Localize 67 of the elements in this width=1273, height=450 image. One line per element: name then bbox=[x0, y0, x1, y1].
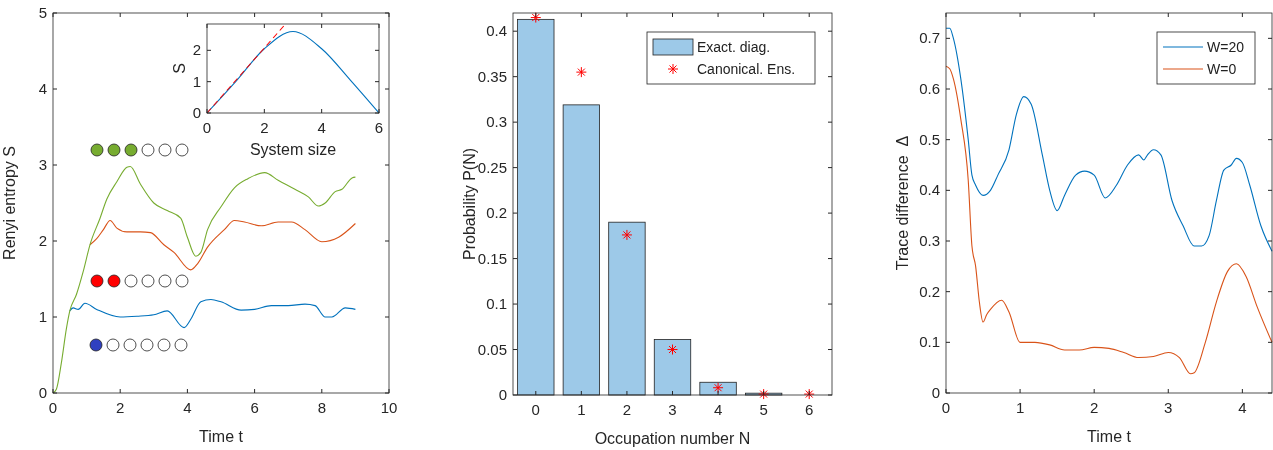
y-tick-label: 0.2 bbox=[919, 282, 940, 300]
y-tick-label: 5 bbox=[38, 4, 47, 21]
x-axis-title: Occupation number N bbox=[594, 430, 751, 447]
x-axis-title: Time t bbox=[1087, 428, 1132, 445]
x-tick-label: 0 bbox=[941, 399, 951, 416]
x-tick-label: 8 bbox=[317, 399, 326, 416]
y-tick-label: 4 bbox=[38, 80, 47, 97]
y-tick-label: 1 bbox=[192, 72, 201, 90]
x-tick-label: 1 bbox=[1015, 399, 1025, 416]
y-tick-label: 2 bbox=[192, 41, 201, 59]
line-series bbox=[52, 165, 356, 394]
x-tick-label: 5 bbox=[759, 401, 768, 418]
y-tick-label: 0.35 bbox=[477, 67, 507, 85]
x-tick-label: 6 bbox=[805, 401, 814, 418]
y-tick-label: 1 bbox=[38, 308, 47, 325]
x-tick-label: 1 bbox=[577, 401, 586, 418]
line-series bbox=[945, 65, 1273, 375]
point bbox=[758, 388, 770, 400]
point bbox=[803, 388, 815, 400]
y-tick-label: 0 bbox=[931, 384, 940, 401]
line-series bbox=[69, 298, 356, 329]
y-tick-label: 0.6 bbox=[919, 80, 940, 97]
y-tick-label: 0.25 bbox=[477, 158, 507, 176]
x-tick-label: 4 bbox=[713, 401, 723, 418]
y-axis-title: Renyi entropy S bbox=[1, 146, 18, 260]
x-tick-label: 4 bbox=[1238, 399, 1247, 416]
y-axis-title: Trace difference Δ bbox=[894, 135, 911, 271]
x-tick-label: 3 bbox=[668, 401, 677, 418]
x-tick-label: 2 bbox=[622, 401, 632, 418]
x-tick-label: 6 bbox=[250, 399, 259, 416]
point bbox=[575, 66, 587, 78]
y-tick-label: 0.15 bbox=[477, 249, 507, 267]
point bbox=[530, 12, 542, 24]
legend-label: Exact. diag. bbox=[697, 39, 771, 55]
y-tick-label: 3 bbox=[38, 156, 47, 173]
y-tick-label: 2 bbox=[38, 232, 47, 249]
x-tick-label: 10 bbox=[380, 399, 398, 416]
line-series bbox=[89, 219, 356, 271]
y-axis-title: Probability P(N) bbox=[461, 147, 478, 261]
y-tick-label: 0 bbox=[192, 104, 201, 121]
x-tick-label: 2 bbox=[260, 119, 269, 136]
y-tick-label: 0.5 bbox=[919, 130, 940, 148]
x-tick-label: 6 bbox=[374, 119, 384, 136]
legend-label: W=0 bbox=[1207, 61, 1237, 77]
line-series bbox=[945, 27, 1273, 252]
x-tick-label: 4 bbox=[317, 119, 326, 136]
x-tick-label: 0 bbox=[531, 401, 540, 418]
y-axis-title: S bbox=[171, 63, 188, 74]
legend-label: Canonical. Ens. bbox=[697, 61, 796, 77]
x-tick-label: 3 bbox=[1164, 399, 1173, 416]
y-tick-label: 0 bbox=[498, 386, 507, 403]
point bbox=[621, 229, 633, 241]
y-tick-label: 0.05 bbox=[477, 340, 507, 358]
y-tick-label: 0.1 bbox=[486, 295, 507, 313]
y-tick-label: 0 bbox=[38, 384, 47, 401]
y-tick-label: 0.1 bbox=[919, 333, 940, 351]
y-tick-label: 0.3 bbox=[919, 232, 940, 249]
x-tick-label: 2 bbox=[1090, 399, 1099, 416]
x-axis-title: System size bbox=[249, 141, 337, 158]
legend-label: W=20 bbox=[1207, 39, 1245, 55]
x-tick-label: 2 bbox=[116, 399, 125, 416]
y-tick-label: 0.3 bbox=[486, 113, 507, 131]
y-tick-label: 0.7 bbox=[919, 29, 940, 47]
y-tick-label: 0.2 bbox=[486, 204, 507, 222]
y-tick-label: 0.4 bbox=[486, 22, 507, 40]
y-tick-label: 0.4 bbox=[919, 181, 940, 199]
x-axis-title: Time t bbox=[199, 428, 244, 445]
